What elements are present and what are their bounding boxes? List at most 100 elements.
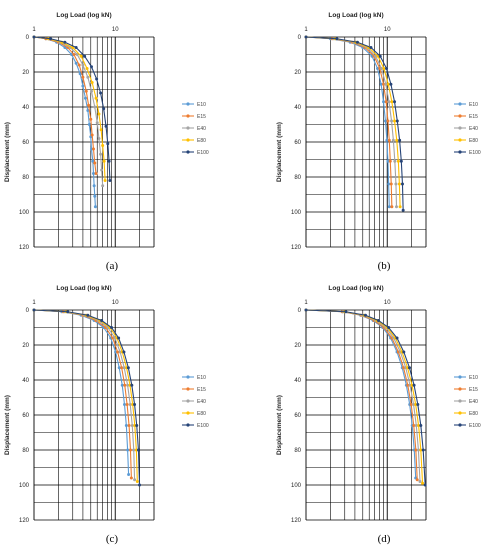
data-point [393,159,397,163]
legend-label: E15 [197,114,206,120]
legend-swatch-marker [458,399,462,403]
y-tick-label: 0 [298,35,302,41]
data-point [355,40,359,44]
data-point [128,403,132,406]
data-point [74,61,78,65]
data-point [395,336,399,340]
panel-caption: (d) [378,533,391,545]
data-point [382,67,386,70]
legend-label: E80 [469,411,478,417]
data-point [304,35,308,39]
series-line [305,309,417,479]
legend-swatch-marker [458,423,462,427]
data-point [99,91,103,95]
y-axis-title: Displacement (mm) [4,122,11,182]
chart-panel: 0 20 40 60 80 100 120 1 10 Log Load (log kN) Displ… [4,12,209,272]
data-point [388,159,392,163]
legend-label: E10 [197,102,206,108]
y-tick-label: 60 [22,413,29,419]
series-line [33,36,111,181]
y-tick-label: 100 [19,210,30,216]
data-point [380,67,384,70]
data-point [86,109,90,112]
data-point [408,366,412,370]
data-point [416,403,420,406]
y-axis-title: Displacement (mm) [4,395,11,455]
data-point [90,133,94,137]
legend-label: E40 [197,126,206,132]
y-tick-label: 40 [294,105,301,111]
data-point [135,424,139,427]
data-point [77,63,81,67]
legend-label: E15 [469,387,478,393]
data-point [120,366,124,370]
y-axis-title: Displacement (mm) [276,122,283,182]
data-point [63,40,67,44]
data-point [126,448,130,452]
legend-label: E100 [197,150,209,156]
data-point [101,184,105,188]
y-tick-label: 80 [294,448,301,454]
x-axis-title: Log Load (log kN) [56,12,111,19]
series-line [33,36,96,207]
legend-swatch-marker [186,138,190,142]
data-point [386,159,390,163]
data-point [335,37,339,41]
data-point [394,205,398,209]
data-point [126,366,130,370]
data-point [386,82,390,86]
data-point [91,172,95,175]
legend-swatch-marker [458,138,462,142]
data-point [89,117,93,121]
data-point [136,448,140,452]
data-point [134,448,138,452]
data-point [414,424,418,427]
data-point [383,119,387,123]
data-point [79,54,83,58]
data-point [387,182,391,186]
data-point [419,424,423,427]
data-point [390,100,394,104]
data-point [111,336,115,340]
data-point [414,448,418,452]
data-point [421,481,425,485]
data-point [382,100,386,104]
legend-swatch-marker [458,375,462,379]
data-point [395,119,399,123]
legend-label: E10 [469,102,478,108]
chart-panel: 0 20 40 60 80 100 120 1 10 Log Load (log kN) Displ… [276,12,481,272]
data-point [89,65,93,69]
data-point [99,128,103,132]
series-line [305,309,418,480]
data-point [394,182,398,186]
data-point [396,159,400,163]
legend-label: E100 [469,150,481,156]
legend-swatch-marker [458,126,462,130]
data-point [132,448,136,452]
data-point [93,205,97,209]
data-point [416,448,420,452]
legend-swatch-marker [458,114,462,118]
data-point [369,46,373,49]
y-tick-label: 0 [298,308,302,314]
data-point [387,138,391,142]
x-tick-label: 1 [32,27,36,33]
series-line [33,36,104,186]
data-point [387,205,391,209]
legend-label: E15 [197,387,206,393]
data-point [99,152,103,156]
data-point [100,319,104,322]
data-point [97,112,101,116]
legend-label: E40 [197,399,206,405]
data-point [101,144,105,147]
panel-caption: (c) [106,533,119,545]
data-point [129,476,133,480]
legend-label: E100 [469,423,481,429]
data-point [95,121,99,125]
data-point [393,119,397,123]
data-point [402,350,406,354]
legend-label: E40 [469,126,478,132]
data-point [78,72,82,76]
data-point [406,383,410,387]
legend-label: E15 [469,114,478,120]
